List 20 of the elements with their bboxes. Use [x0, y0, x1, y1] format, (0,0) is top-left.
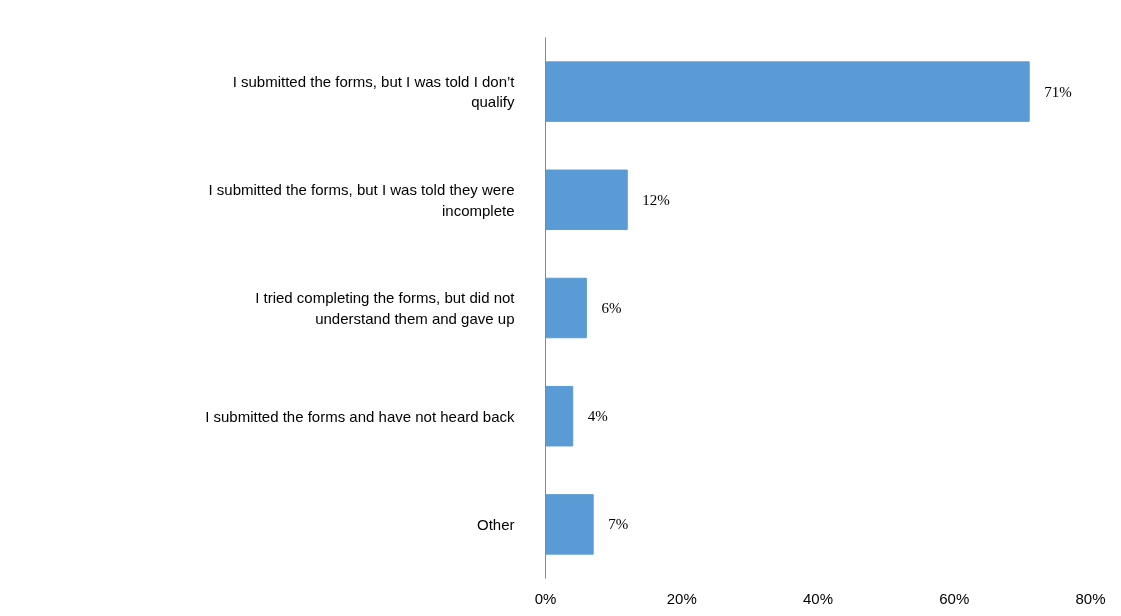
- x-tick-label: 40%: [802, 589, 834, 607]
- x-tick-label: 20%: [666, 589, 697, 607]
- data-label: 71%: [1044, 83, 1072, 100]
- y-tick-label: I submitted the forms and have not heard back: [205, 407, 515, 425]
- data-label: 7%: [608, 516, 629, 533]
- bar: [545, 494, 594, 555]
- y-tick-label: I tried completing the forms, but did not understand them and gave up: [255, 289, 516, 327]
- y-tick-label: I submitted the forms, but I was told I don’t qualify: [232, 72, 516, 111]
- y-tick-label: Other: [476, 515, 515, 533]
- data-label: 6%: [601, 300, 622, 316]
- bar: [545, 169, 628, 231]
- data-label: 12%: [642, 191, 670, 208]
- x-tick-label: 60%: [939, 589, 970, 607]
- bar: [545, 277, 587, 339]
- x-tick-label: 0%: [534, 589, 557, 607]
- bar: [545, 385, 574, 447]
- y-tick-label: I submitted the forms, but I was told they were incomplete: [208, 181, 515, 219]
- data-label: 4%: [587, 408, 608, 425]
- bar: [545, 61, 1030, 122]
- x-tick-label: 80%: [1075, 589, 1106, 607]
